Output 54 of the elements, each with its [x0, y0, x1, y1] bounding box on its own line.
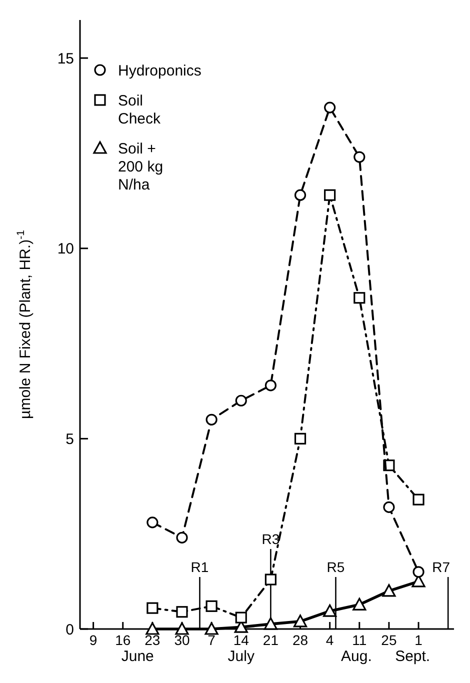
- point: [382, 584, 396, 597]
- x-tick-label: 1: [414, 632, 423, 648]
- x-tick-label: 30: [174, 632, 190, 648]
- point: [206, 600, 218, 612]
- point: [175, 622, 189, 635]
- x-tick-label: 4: [326, 632, 334, 648]
- legend-label: Soil + 200 kg N/ha: [118, 140, 164, 194]
- x-tick-label: 25: [381, 632, 397, 648]
- x-tick-label: 11: [352, 632, 367, 648]
- point: [204, 622, 218, 635]
- text: Aug.: [341, 648, 372, 665]
- x-tick-label: 21: [262, 632, 279, 648]
- point: [264, 574, 276, 586]
- point: [324, 102, 336, 114]
- x-tick-label: 14: [233, 632, 250, 648]
- annotation: R1: [190, 559, 209, 575]
- annotation: R7: [432, 559, 450, 575]
- point: [294, 432, 306, 444]
- x-tick-label: 9: [89, 632, 98, 648]
- y-tick-label: 15: [57, 50, 74, 68]
- point: [324, 189, 336, 201]
- x-tick-label: 16: [115, 632, 131, 648]
- y-tick-label: 0: [66, 621, 74, 638]
- annotation: R3: [262, 531, 280, 547]
- x-tick-label: 28: [292, 632, 308, 648]
- point: [354, 151, 366, 163]
- point: [294, 189, 306, 201]
- point: [264, 380, 276, 392]
- point: [176, 532, 188, 544]
- point: [412, 494, 424, 506]
- point: [383, 501, 395, 513]
- point: [235, 394, 247, 406]
- point: [146, 516, 158, 528]
- point: [323, 604, 337, 617]
- x-tick-label: 23: [144, 632, 160, 648]
- point: [146, 602, 158, 614]
- point: [176, 606, 188, 618]
- point: [264, 617, 278, 630]
- point: [354, 292, 366, 304]
- point: [352, 598, 366, 610]
- annotation: R5: [326, 559, 345, 575]
- legend-label: Soil Check: [118, 92, 162, 128]
- text: July: [228, 648, 255, 665]
- text: Sept.: [395, 648, 430, 665]
- point: [412, 566, 424, 578]
- y-tick-label: 5: [66, 430, 74, 448]
- y-tick-label: 10: [57, 240, 74, 258]
- x-tick-label: 7: [208, 632, 216, 648]
- point: [235, 612, 247, 624]
- legend-label: Hydroponics: [118, 62, 202, 80]
- point: [206, 414, 218, 426]
- point: [293, 614, 308, 628]
- point: [146, 622, 160, 635]
- text: June: [121, 648, 154, 665]
